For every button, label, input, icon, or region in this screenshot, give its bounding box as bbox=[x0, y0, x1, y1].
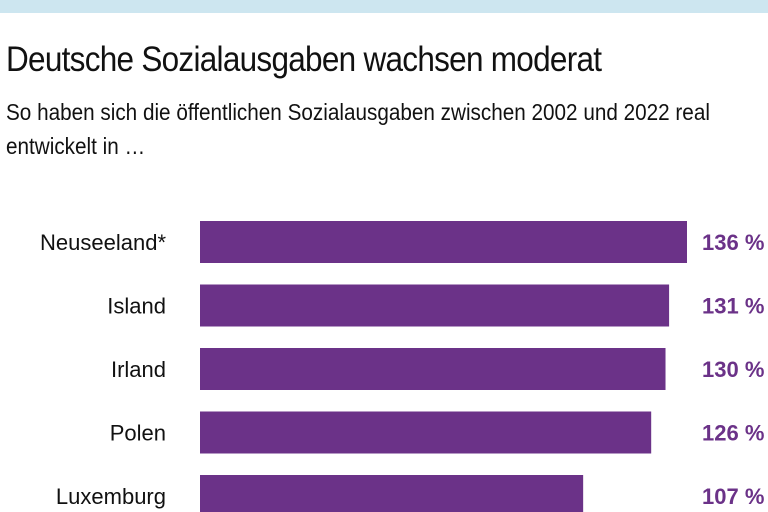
category-label: Irland bbox=[111, 357, 166, 382]
bar-3 bbox=[200, 411, 652, 454]
chart-title: Deutsche Sozialausgaben wachsen moderat bbox=[6, 40, 602, 79]
bar-2 bbox=[200, 348, 666, 390]
bar-4 bbox=[200, 475, 584, 512]
top-band bbox=[0, 0, 768, 13]
bar-0 bbox=[200, 221, 687, 263]
value-label: 136 % bbox=[702, 230, 764, 255]
value-label: 107 % bbox=[702, 484, 764, 509]
value-label: 130 % bbox=[702, 357, 764, 382]
bar-1 bbox=[200, 284, 670, 327]
category-label: Neuseeland* bbox=[40, 230, 166, 255]
value-label: 131 % bbox=[702, 294, 764, 319]
category-label: Island bbox=[107, 294, 166, 319]
chart-subtitle: So haben sich die öffentlichen Sozialaus… bbox=[6, 99, 710, 159]
category-label: Luxemburg bbox=[56, 484, 166, 509]
category-label: Polen bbox=[110, 421, 166, 446]
value-label: 126 % bbox=[702, 421, 764, 446]
